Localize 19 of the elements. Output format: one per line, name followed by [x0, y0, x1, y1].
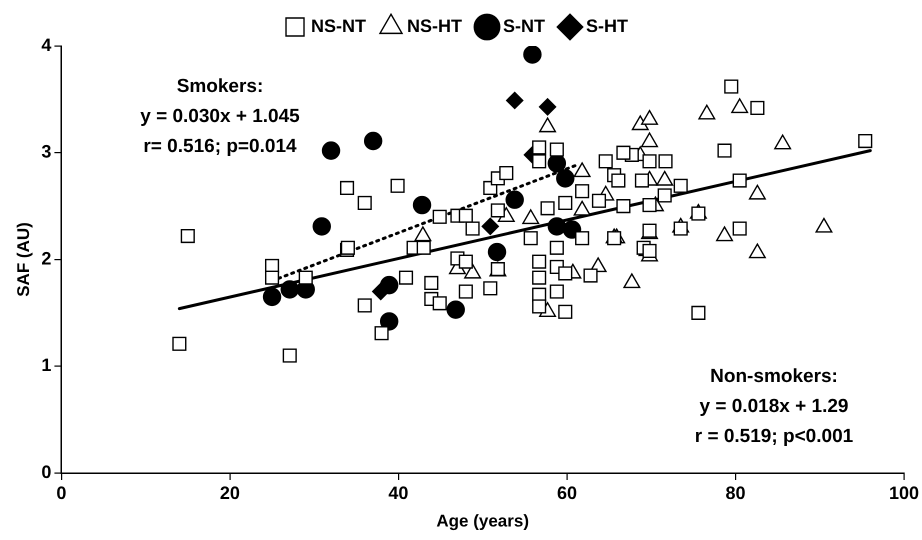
y-tick-label: 4	[41, 34, 52, 55]
y-tick-label: 3	[41, 142, 52, 162]
x-tick-label: 40	[388, 482, 408, 503]
y-axis-title: SAF (AU)	[14, 222, 33, 297]
y-tick-label: 2	[41, 248, 52, 268]
x-tick-label: 0	[56, 482, 66, 503]
x-tick-label: 80	[725, 482, 746, 503]
x-tick-label: 20	[220, 482, 240, 503]
legend-label: NS-HT	[407, 16, 462, 36]
annotation: Smokers: y = 0.030x + 1.045 r= 0.516; p=0.014	[139, 75, 301, 159]
legend-label: S-NT	[503, 16, 545, 36]
legend-label: NS-NT	[311, 16, 366, 36]
y-tick-label: 1	[41, 355, 52, 376]
y-tick-label: 0	[41, 462, 52, 482]
x-axis-title: Age (years)	[436, 511, 529, 530]
legend-label: S-HT	[586, 16, 628, 36]
x-tick-label: 100	[888, 482, 920, 503]
annotation: Non-smokers: y = 0.018x + 1.29 r = 0.519; p<0.001	[694, 365, 854, 449]
x-tick-label: 60	[556, 482, 577, 503]
